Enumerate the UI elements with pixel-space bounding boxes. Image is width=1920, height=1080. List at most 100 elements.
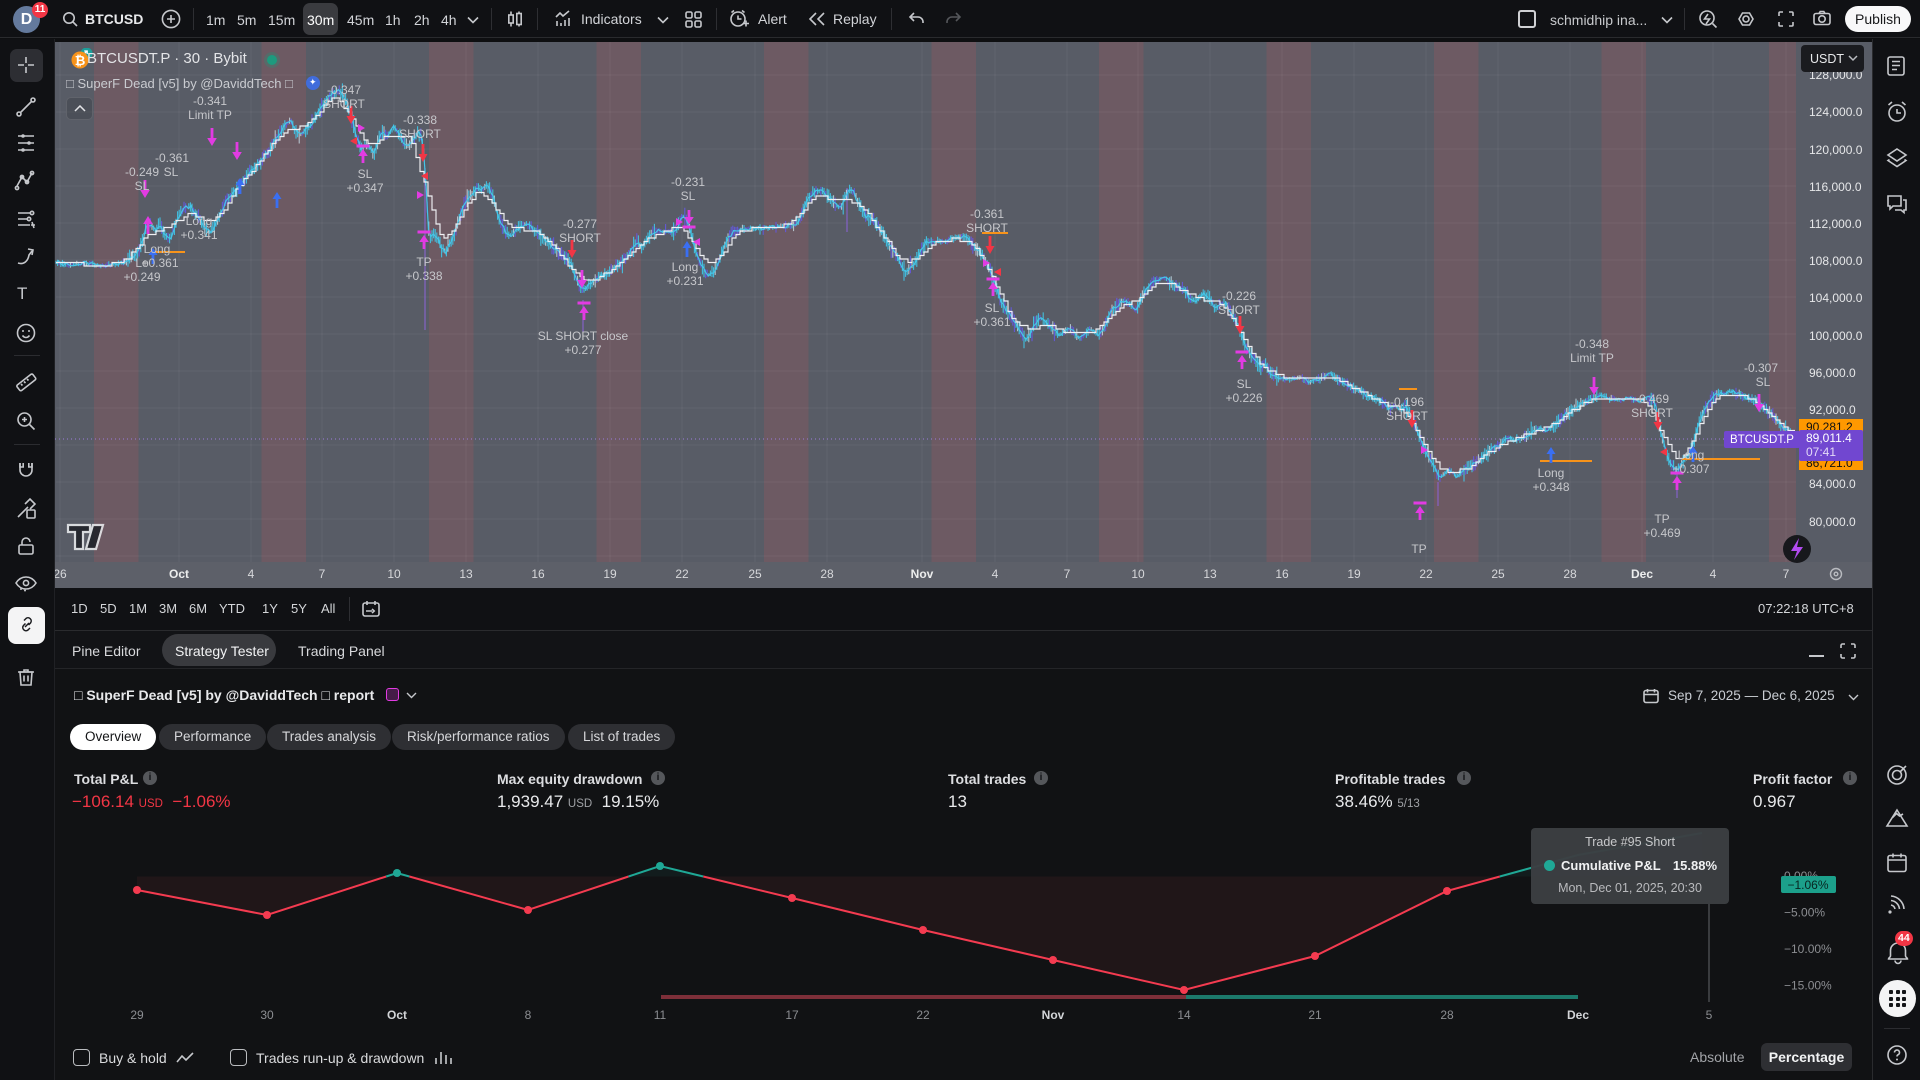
- svg-text:−15.00%: −15.00%: [1784, 979, 1832, 993]
- svg-text:SL: SL: [985, 301, 1000, 315]
- svg-text:Long: Long: [144, 242, 171, 256]
- svg-text:-0.277: -0.277: [563, 217, 597, 231]
- svg-text:SHORT: SHORT: [966, 221, 1008, 235]
- svg-text:28: 28: [820, 567, 834, 581]
- svg-text:SL: SL: [135, 179, 150, 193]
- svg-text:8: 8: [525, 1008, 532, 1022]
- svg-text:SHORT: SHORT: [399, 127, 441, 141]
- svg-text:10: 10: [1131, 567, 1145, 581]
- svg-text:SL: SL: [681, 189, 696, 203]
- svg-text:25: 25: [748, 567, 762, 581]
- svg-text:-0.307: -0.307: [1744, 361, 1778, 375]
- svg-text:+0.361: +0.361: [973, 315, 1010, 329]
- svg-text:-0.347: -0.347: [327, 83, 361, 97]
- svg-text:22: 22: [916, 1008, 930, 1022]
- svg-text:TP: TP: [1411, 542, 1426, 556]
- svg-text:-0.361: -0.361: [155, 151, 189, 165]
- svg-text:USDT: USDT: [1810, 52, 1844, 66]
- svg-text:28: 28: [1440, 1008, 1454, 1022]
- svg-text:+0.338: +0.338: [405, 269, 442, 283]
- svg-text:TP: TP: [416, 255, 431, 269]
- svg-text:SHORT: SHORT: [323, 97, 365, 111]
- svg-text:07:41: 07:41: [1806, 445, 1836, 459]
- svg-text:120,000.0: 120,000.0: [1809, 143, 1863, 157]
- svg-text:84,000.0: 84,000.0: [1809, 477, 1856, 491]
- svg-text:Long: Long: [1538, 466, 1565, 480]
- svg-text:-0.341: -0.341: [193, 94, 227, 108]
- svg-text:108,000.0: 108,000.0: [1809, 254, 1863, 268]
- svg-text:SHORT: SHORT: [1631, 406, 1673, 420]
- svg-text:-0.469: -0.469: [1635, 392, 1669, 406]
- svg-text:+0.469: +0.469: [1643, 526, 1680, 540]
- svg-text:SL: SL: [358, 167, 373, 181]
- svg-text:10: 10: [387, 567, 401, 581]
- svg-text:SHORT: SHORT: [1386, 409, 1428, 423]
- svg-text:Limit TP: Limit TP: [188, 108, 232, 122]
- svg-text:SL: SL: [1237, 377, 1252, 391]
- svg-text:4: 4: [992, 567, 999, 581]
- svg-text:124,000.0: 124,000.0: [1809, 105, 1863, 119]
- svg-text:+0.307: +0.307: [1672, 462, 1709, 476]
- svg-text:5: 5: [1706, 1008, 1713, 1022]
- svg-text:104,000.0: 104,000.0: [1809, 291, 1863, 305]
- svg-text:19: 19: [603, 567, 617, 581]
- svg-text:TP: TP: [1654, 512, 1669, 526]
- svg-text:16: 16: [1275, 567, 1289, 581]
- svg-text:-0.231: -0.231: [671, 175, 705, 189]
- svg-text:-0.196: -0.196: [1390, 395, 1424, 409]
- svg-text:SL SHORT close: SL SHORT close: [538, 329, 629, 343]
- svg-text:-0.226: -0.226: [1222, 289, 1256, 303]
- svg-text:Long: Long: [186, 214, 213, 228]
- svg-text:29: 29: [130, 1008, 144, 1022]
- svg-text:SL: SL: [164, 165, 179, 179]
- svg-text:Nov: Nov: [1042, 1008, 1065, 1022]
- svg-text:22: 22: [1419, 567, 1433, 581]
- svg-text:-0.338: -0.338: [403, 113, 437, 127]
- svg-text:Oct: Oct: [387, 1008, 407, 1022]
- svg-text:Dec: Dec: [1631, 567, 1653, 581]
- svg-text:+0.231: +0.231: [666, 274, 703, 288]
- svg-text:11: 11: [654, 1008, 667, 1022]
- svg-text:+0.341: +0.341: [180, 228, 217, 242]
- svg-text:Nov: Nov: [911, 567, 934, 581]
- svg-text:Limit TP: Limit TP: [1570, 351, 1614, 365]
- svg-text:21: 21: [1308, 1008, 1322, 1022]
- svg-text:SHORT: SHORT: [559, 231, 601, 245]
- svg-text:26: 26: [55, 567, 67, 581]
- svg-text:Oct: Oct: [169, 567, 189, 581]
- svg-text:+0.348: +0.348: [1532, 480, 1569, 494]
- svg-text:+0.347: +0.347: [346, 181, 383, 195]
- svg-text:-0.348: -0.348: [1575, 337, 1609, 351]
- svg-text:22: 22: [675, 567, 689, 581]
- svg-text:+0.226: +0.226: [1225, 391, 1262, 405]
- svg-text:13: 13: [459, 567, 473, 581]
- svg-text:7: 7: [1783, 567, 1790, 581]
- svg-text:100,000.0: 100,000.0: [1809, 329, 1863, 343]
- svg-text:-0.361: -0.361: [970, 207, 1004, 221]
- svg-text:30: 30: [260, 1008, 274, 1022]
- svg-text:+0.277: +0.277: [564, 343, 601, 357]
- svg-text:19: 19: [1347, 567, 1361, 581]
- svg-text:-0.249: -0.249: [125, 165, 159, 179]
- svg-text:92,000.0: 92,000.0: [1809, 403, 1856, 417]
- svg-text:116,000.0: 116,000.0: [1809, 180, 1862, 194]
- svg-text:25: 25: [1491, 567, 1505, 581]
- svg-text:80,000.0: 80,000.0: [1809, 515, 1856, 529]
- svg-text:7: 7: [1064, 567, 1071, 581]
- svg-text:4: 4: [248, 567, 255, 581]
- svg-text:7: 7: [319, 567, 326, 581]
- svg-text:28: 28: [1563, 567, 1577, 581]
- svg-text:89,011.4: 89,011.4: [1806, 431, 1852, 445]
- svg-text:Long: Long: [672, 260, 699, 274]
- svg-text:16: 16: [531, 567, 545, 581]
- svg-text:13: 13: [1203, 567, 1217, 581]
- svg-text:−1.06%: −1.06%: [1787, 878, 1828, 892]
- svg-text:SL: SL: [1756, 375, 1771, 389]
- svg-text:112,000.0: 112,000.0: [1809, 217, 1862, 231]
- svg-text:+0.249: +0.249: [123, 270, 160, 284]
- svg-text:Dec: Dec: [1567, 1008, 1589, 1022]
- svg-text:17: 17: [785, 1008, 799, 1022]
- svg-text:−10.00%: −10.00%: [1784, 942, 1832, 956]
- svg-text:BTCUSDT.P: BTCUSDT.P: [1730, 434, 1794, 446]
- svg-text:SHORT: SHORT: [1218, 303, 1260, 317]
